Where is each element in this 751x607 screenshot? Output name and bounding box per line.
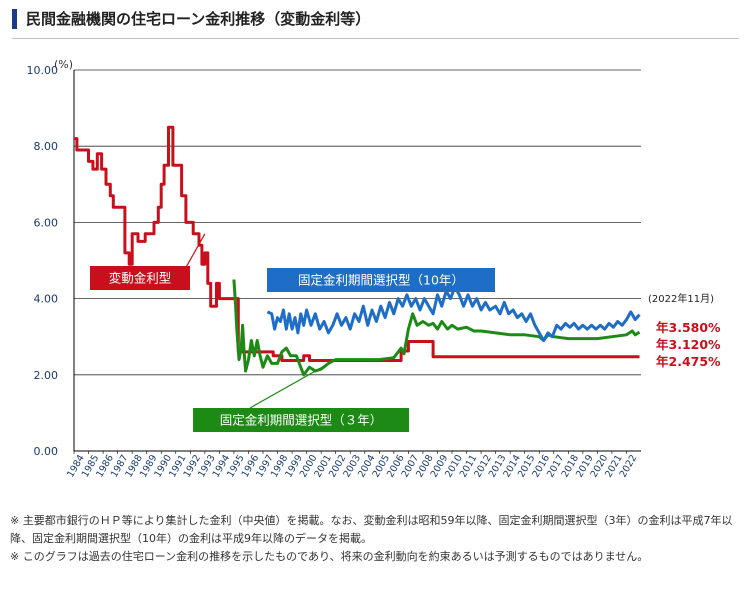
callout-label-variable: 変動金利型 bbox=[109, 271, 172, 286]
title-accent-bar bbox=[12, 9, 17, 29]
end-label-fixed10: 年3.580% bbox=[656, 320, 721, 335]
callout-leader-fixed3 bbox=[249, 359, 336, 409]
y-tick-label: 4.00 bbox=[34, 293, 59, 306]
series-line-fixed10 bbox=[266, 285, 641, 342]
callout-box-fixed3 bbox=[193, 408, 409, 432]
callout-box-fixed10 bbox=[267, 268, 495, 292]
y-tick-label: 6.00 bbox=[34, 216, 59, 229]
y-tick-label: 8.00 bbox=[34, 140, 59, 153]
end-label-variable: 年2.475% bbox=[656, 354, 721, 369]
callout-label-fixed3: 固定金利期間選択型（３年） bbox=[220, 413, 383, 428]
y-tick-label: 0.00 bbox=[34, 445, 59, 458]
series-line-variable bbox=[74, 125, 640, 362]
callout-box-variable bbox=[90, 266, 190, 290]
y-tick-label: 10.00 bbox=[27, 64, 59, 77]
end-label-fixed3: 年3.120% bbox=[656, 337, 721, 352]
footnote-1: ※ 主要都市銀行のＨＰ等により集計した金利（中央値）を掲載。なお、変動金利は昭和… bbox=[10, 514, 733, 545]
callout-label-fixed10: 固定金利期間選択型（10年） bbox=[298, 273, 464, 288]
footnote-2: ※ このグラフは過去の住宅ローン金利の推移を示したものであり、将来の金利動向を約… bbox=[10, 550, 649, 563]
title-divider bbox=[12, 38, 739, 39]
footnotes: ※ 主要都市銀行のＨＰ等により集計した金利（中央値）を掲載。なお、変動金利は昭和… bbox=[10, 512, 738, 566]
latest-date-note: (2022年11月) bbox=[648, 292, 714, 305]
page-title: 民間金融機関の住宅ローン金利推移（変動金利等） bbox=[26, 10, 371, 28]
y-tick-label: 2.00 bbox=[34, 369, 59, 382]
y-axis-unit: (%) bbox=[54, 58, 73, 71]
rate-chart: 0.002.004.006.008.0010.00(%)198419851986… bbox=[27, 58, 722, 479]
